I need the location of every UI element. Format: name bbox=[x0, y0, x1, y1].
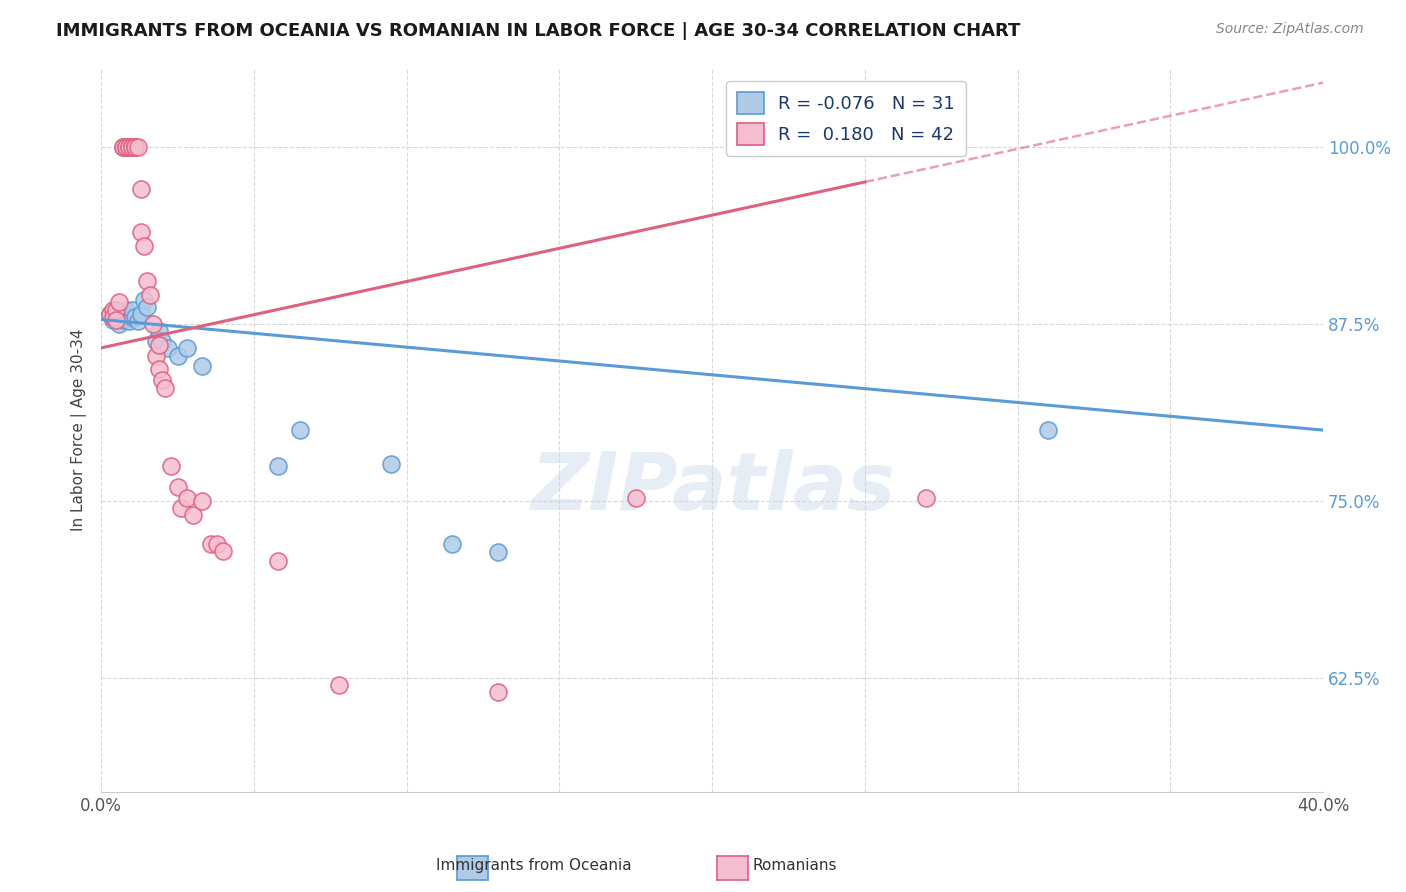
Legend: R = -0.076   N = 31, R =  0.180   N = 42: R = -0.076 N = 31, R = 0.180 N = 42 bbox=[725, 81, 966, 156]
Point bbox=[380, 457, 402, 471]
Point bbox=[160, 458, 183, 473]
Text: IMMIGRANTS FROM OCEANIA VS ROMANIAN IN LABOR FORCE | AGE 30-34 CORRELATION CHART: IMMIGRANTS FROM OCEANIA VS ROMANIAN IN L… bbox=[56, 22, 1021, 40]
Point bbox=[117, 310, 139, 324]
Point bbox=[150, 334, 173, 348]
Text: Immigrants from Oceania: Immigrants from Oceania bbox=[436, 858, 633, 872]
Point bbox=[127, 139, 149, 153]
Point bbox=[105, 307, 128, 321]
Point bbox=[915, 491, 938, 505]
Point bbox=[267, 458, 290, 473]
Point bbox=[117, 139, 139, 153]
Point bbox=[114, 302, 136, 317]
Point bbox=[124, 139, 146, 153]
Point bbox=[142, 317, 165, 331]
Point bbox=[121, 139, 143, 153]
Point bbox=[117, 139, 139, 153]
Point bbox=[145, 350, 167, 364]
Point bbox=[139, 288, 162, 302]
Point bbox=[181, 508, 204, 523]
Point bbox=[148, 362, 170, 376]
Point bbox=[132, 293, 155, 307]
Point bbox=[157, 341, 180, 355]
Text: Source: ZipAtlas.com: Source: ZipAtlas.com bbox=[1216, 22, 1364, 37]
Point bbox=[166, 480, 188, 494]
Point bbox=[200, 536, 222, 550]
Point bbox=[176, 491, 198, 505]
Point bbox=[121, 302, 143, 317]
Point bbox=[148, 324, 170, 338]
Text: Romanians: Romanians bbox=[752, 858, 837, 872]
Point bbox=[105, 312, 128, 326]
Point bbox=[114, 139, 136, 153]
Point bbox=[176, 341, 198, 355]
Point bbox=[624, 491, 647, 505]
Text: ZIPatlas: ZIPatlas bbox=[530, 449, 894, 527]
Point bbox=[486, 685, 509, 699]
Point bbox=[129, 307, 152, 321]
Point bbox=[117, 314, 139, 328]
Point bbox=[145, 334, 167, 348]
Y-axis label: In Labor Force | Age 30-34: In Labor Force | Age 30-34 bbox=[72, 329, 87, 532]
Point bbox=[103, 310, 125, 324]
Point bbox=[169, 501, 191, 516]
Point bbox=[121, 310, 143, 324]
Point bbox=[148, 338, 170, 352]
Point bbox=[191, 494, 214, 508]
Point bbox=[441, 536, 464, 550]
Point bbox=[124, 310, 146, 324]
Point bbox=[108, 295, 131, 310]
Point bbox=[121, 139, 143, 153]
Point bbox=[111, 312, 134, 326]
Point bbox=[111, 307, 134, 321]
Point bbox=[1038, 423, 1060, 437]
Point bbox=[114, 310, 136, 324]
Point bbox=[155, 380, 177, 394]
Point bbox=[150, 374, 173, 388]
Point bbox=[114, 139, 136, 153]
Point bbox=[111, 139, 134, 153]
Point bbox=[328, 678, 350, 692]
Point bbox=[166, 350, 188, 364]
Point bbox=[111, 139, 134, 153]
Point bbox=[103, 302, 125, 317]
Point bbox=[191, 359, 214, 374]
Point bbox=[129, 182, 152, 196]
Point bbox=[98, 307, 121, 321]
Point bbox=[132, 239, 155, 253]
Point bbox=[103, 312, 125, 326]
Point bbox=[486, 545, 509, 559]
Point bbox=[205, 536, 228, 550]
Point bbox=[212, 543, 235, 558]
Point bbox=[267, 553, 290, 567]
Point bbox=[129, 225, 152, 239]
Point bbox=[124, 139, 146, 153]
Point bbox=[98, 307, 121, 321]
Point bbox=[127, 314, 149, 328]
Point bbox=[108, 317, 131, 331]
Point bbox=[136, 274, 159, 288]
Point bbox=[108, 307, 131, 321]
Point bbox=[288, 423, 311, 437]
Point bbox=[136, 300, 159, 314]
Point bbox=[105, 302, 128, 317]
